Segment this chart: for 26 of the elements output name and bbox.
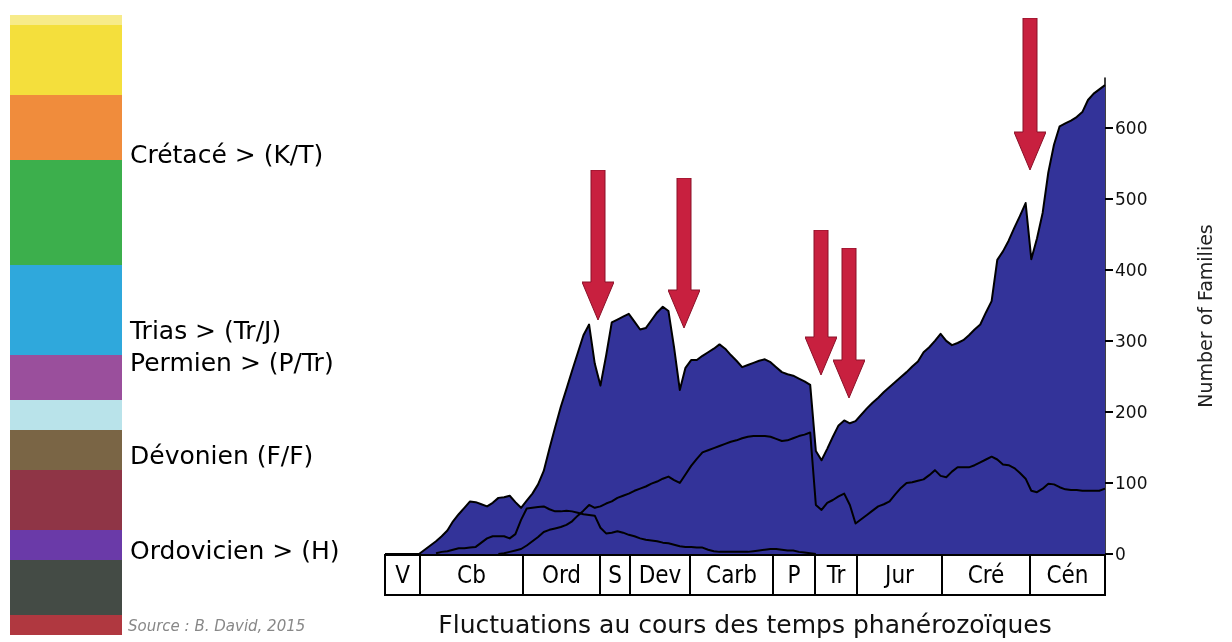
y-tick-label: 500 bbox=[1115, 188, 1148, 209]
y-tick-label: 0 bbox=[1115, 544, 1126, 564]
text: P bbox=[787, 561, 801, 589]
text: Dev bbox=[638, 561, 682, 589]
text: Cré bbox=[967, 561, 1005, 589]
text: S bbox=[608, 561, 622, 589]
text: V bbox=[395, 561, 411, 589]
text: Cb bbox=[457, 561, 486, 589]
text: Jur bbox=[883, 561, 915, 589]
x-axis-title: Fluctuations au cours des temps phanérozoïques bbox=[438, 610, 1052, 639]
text: Dévonien (F/F) bbox=[130, 441, 314, 470]
text: Ordovicien > (H) bbox=[130, 536, 340, 565]
text: Ord bbox=[541, 561, 582, 589]
text: Trias > (Tr/J) bbox=[129, 316, 282, 345]
text: Tr bbox=[825, 561, 846, 589]
source-note: Source : B. David, 2015 bbox=[128, 616, 306, 635]
text: Cén bbox=[1046, 561, 1089, 589]
y-tick-label: 200 bbox=[1115, 401, 1148, 422]
y-tick-label: 300 bbox=[1115, 330, 1148, 351]
y-tick-label: 100 bbox=[1115, 472, 1148, 493]
y-tick-label: 400 bbox=[1115, 259, 1148, 280]
y-axis-title: Number of Families bbox=[1193, 224, 1216, 408]
text: Crétacé > (K/T) bbox=[130, 140, 324, 169]
text: Permien > (P/Tr) bbox=[130, 348, 334, 377]
text: Carb bbox=[706, 561, 757, 589]
y-tick-label: 600 bbox=[1115, 117, 1148, 138]
